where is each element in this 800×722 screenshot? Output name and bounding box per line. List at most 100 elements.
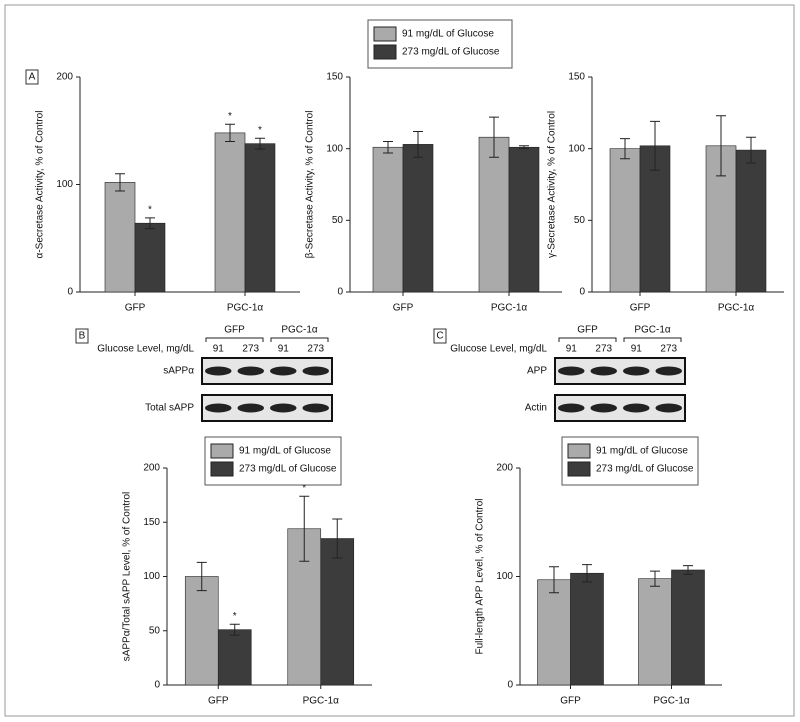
x-tick-label: PGC-1α	[491, 303, 528, 314]
bar	[537, 579, 571, 686]
bar	[184, 576, 219, 686]
bar	[214, 132, 246, 293]
bar	[570, 572, 604, 686]
bar	[638, 578, 672, 686]
error-bar	[582, 564, 592, 583]
error-bar	[299, 495, 310, 562]
blot-lane-label: 273	[660, 344, 677, 355]
y-tick-label: 50	[332, 215, 344, 226]
legend-swatch	[373, 26, 397, 42]
x-tick-label: GFP	[125, 303, 146, 314]
legend-swatch	[567, 443, 591, 459]
blot-band	[302, 403, 329, 413]
error-bar	[115, 173, 125, 192]
blot-lane-label: 91	[566, 344, 578, 355]
error-bar	[383, 141, 393, 154]
panel-label-box	[433, 328, 447, 344]
blot-band	[558, 366, 585, 376]
blot-lane-label: 273	[242, 344, 259, 355]
blot-lane-label: 273	[595, 344, 612, 355]
y-tick-label: 50	[149, 625, 161, 636]
blot-row-label: Total sAPP	[145, 403, 194, 414]
blot-lane-label: 91	[631, 344, 643, 355]
y-tick-label: 100	[326, 143, 343, 154]
blot-group-label: GFP	[577, 325, 598, 336]
error-bar	[549, 566, 559, 594]
error-bar	[683, 565, 693, 575]
bar	[609, 148, 641, 293]
blot-group-bracket	[558, 337, 617, 342]
blot-lane-label: 91	[278, 344, 290, 355]
y-tick-label: 150	[568, 72, 585, 83]
blot-group-bracket	[205, 337, 264, 342]
blot-row-label: Actin	[525, 403, 547, 414]
error-bar	[620, 138, 630, 160]
x-tick-label: GFP	[560, 696, 581, 707]
bar	[402, 144, 434, 293]
legend-label: 273 mg/dL of Glucose	[239, 464, 337, 475]
legend-label: 273 mg/dL of Glucose	[402, 47, 500, 58]
blot-band	[270, 366, 297, 376]
error-bar	[650, 570, 660, 587]
x-tick-label: GFP	[630, 303, 651, 314]
error-bar	[413, 130, 423, 158]
y-tick-label: 0	[579, 287, 585, 298]
y-tick-label: 0	[154, 680, 160, 691]
blot-band	[623, 403, 650, 413]
error-bar	[519, 145, 529, 150]
bar	[508, 146, 540, 293]
y-axis-label: α-Secretase Activity, % of Control	[35, 111, 46, 259]
blot-group-label: PGC-1α	[634, 325, 671, 336]
y-tick-label: 200	[143, 463, 160, 474]
y-tick-label: 100	[496, 571, 513, 582]
blot-band	[205, 366, 232, 376]
error-bar	[489, 116, 499, 158]
x-tick-label: PGC-1α	[718, 303, 755, 314]
legend-label: 91 mg/dL of Glucose	[596, 446, 688, 457]
y-tick-label: 150	[143, 517, 160, 528]
error-bar	[716, 115, 726, 177]
bar	[244, 143, 276, 293]
blot-band	[623, 366, 650, 376]
panel-label-box	[25, 69, 39, 85]
blot-group-label: PGC-1α	[281, 325, 318, 336]
x-tick-label: PGC-1α	[227, 303, 264, 314]
y-axis-label: sAPPα/Total sAPP Level, % of Control	[122, 492, 133, 662]
blot-group-bracket	[623, 337, 682, 342]
error-bar	[746, 136, 756, 164]
y-tick-label: 50	[574, 215, 586, 226]
y-tick-label: 200	[496, 463, 513, 474]
legend-label: 91 mg/dL of Glucose	[402, 29, 494, 40]
error-bar	[650, 120, 660, 171]
blot-lane-label: 91	[213, 344, 225, 355]
y-tick-label: 0	[507, 680, 513, 691]
bar	[671, 569, 705, 686]
panel-label-box	[75, 328, 89, 344]
blot-row-label: APP	[527, 366, 547, 377]
significance-label: *	[302, 483, 306, 494]
error-bar	[196, 561, 207, 592]
blot-band	[270, 403, 297, 413]
legend-swatch	[567, 461, 591, 477]
legend-label: 91 mg/dL of Glucose	[239, 446, 331, 457]
y-tick-label: 100	[56, 179, 73, 190]
x-tick-label: GFP	[208, 696, 229, 707]
error-bar	[255, 137, 265, 150]
blot-band	[237, 403, 264, 413]
bar	[320, 538, 355, 686]
y-axis-label: β-Secretase Activity, % of Control	[305, 111, 316, 259]
bar	[104, 182, 136, 293]
blot-band	[590, 403, 617, 413]
panel-label: B	[79, 331, 86, 342]
blot-band	[205, 403, 232, 413]
error-bar	[229, 623, 240, 636]
blot-row-label: sAPPα	[163, 366, 194, 377]
y-axis-label: Full-length APP Level, % of Control	[475, 498, 486, 654]
panel-label: C	[436, 331, 443, 342]
significance-label: *	[233, 611, 237, 622]
significance-label: *	[148, 204, 152, 215]
bar	[217, 629, 252, 686]
blot-group-label: GFP	[224, 325, 245, 336]
y-axis-label: γ-Secretase Activity, % of Control	[547, 111, 558, 258]
